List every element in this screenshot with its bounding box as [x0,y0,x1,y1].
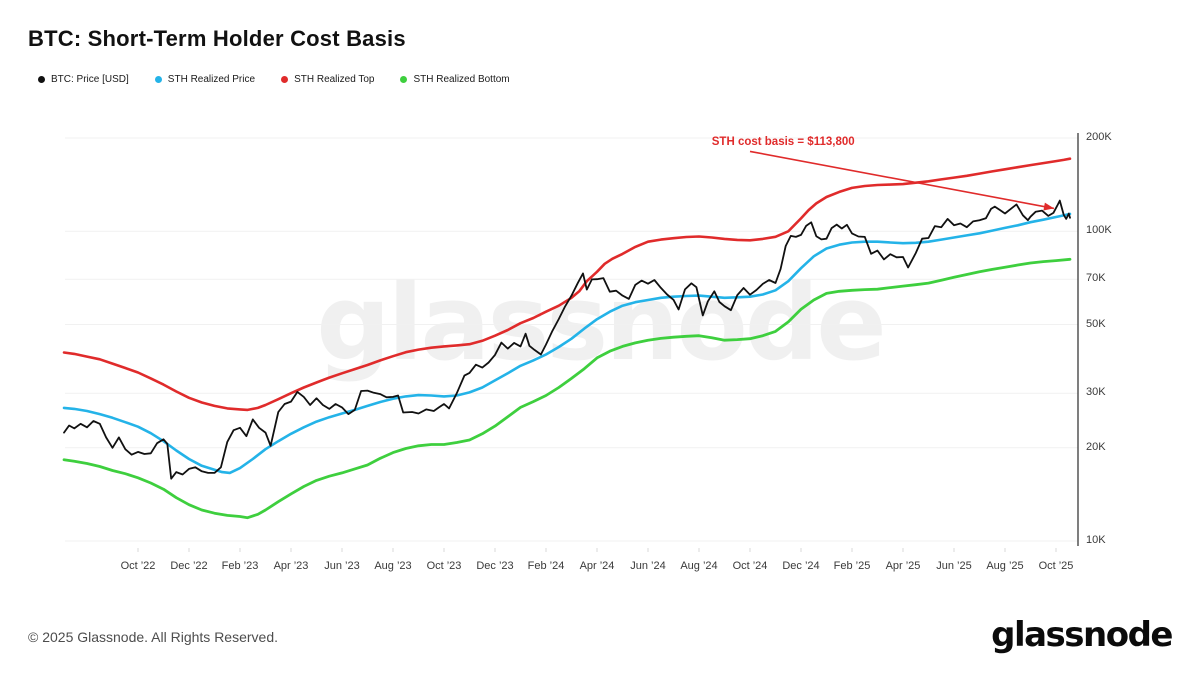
series-line-sth-realized-bottom [62,257,1072,520]
glassnode-logo: glassnode [991,615,1173,655]
annotation-sth-cost-basis: STH cost basis = $113,800 [711,135,855,148]
page-title: BTC: Short-Term Holder Cost Basis [28,26,406,51]
x-tick-label: Dec ’23 [476,560,514,572]
legend-label-sth-realized-bottom: STH Realized Bottom [413,74,510,85]
x-tick-label: Dec ’22 [170,560,208,572]
x-tick-label: Feb ’24 [527,560,565,572]
legend-item-btc-price: BTC: Price [USD] [38,74,129,85]
series-line-btc-price-usd- [63,199,1071,480]
legend-item-sth-realized-top: STH Realized Top [281,74,374,85]
legend-label-btc-price: BTC: Price [USD] [51,74,129,85]
footer-copyright: © 2025 Glassnode. All Rights Reserved. [28,629,279,645]
annotation-arrowhead-icon [1043,202,1054,211]
legend-dot-sth-realized-price-icon [154,76,162,83]
y-tick-label: 10K [1086,534,1106,547]
y-tick-label: 100K [1086,224,1112,237]
x-tick-label: Oct ’24 [732,560,768,572]
series-line-sth-realized-top [62,157,1072,412]
x-tick-label: Aug ’25 [986,560,1024,572]
x-tick-label: Aug ’23 [374,560,412,572]
y-tick-label: 50K [1086,317,1106,330]
x-tick-label: Dec ’24 [782,560,820,572]
legend-dot-sth-realized-bottom-icon [400,76,408,83]
x-tick-label: Oct ’23 [426,560,462,572]
x-tick-label: Feb ’25 [833,560,871,572]
x-tick-label: Jun ’23 [324,560,360,572]
x-tick-label: Oct ’22 [120,560,156,572]
x-tick-label: Feb ’23 [221,560,259,572]
y-tick-label: 70K [1086,272,1106,285]
x-tick-label: Oct ’25 [1038,560,1074,572]
x-tick-label: Jun ’25 [936,560,972,572]
x-tick-label: Apr ’24 [579,560,615,572]
series-line-sth-realized-price [62,212,1072,475]
annotation-arrow-line [749,150,1055,210]
legend-dot-sth-realized-top-icon [281,76,289,83]
legend-label-sth-realized-top: STH Realized Top [294,74,375,85]
x-tick-label: Apr ’23 [273,560,309,572]
chart-legend: BTC: Price [USD] STH Realized Price STH … [38,74,510,85]
y-tick-label: 20K [1086,440,1106,453]
x-tick-label: Jun ’24 [630,560,666,572]
legend-item-sth-realized-price: STH Realized Price [154,74,256,85]
y-tick-label: 200K [1086,131,1112,143]
legend-label-sth-realized-price: STH Realized Price [167,74,256,85]
legend-dot-btc-price-icon [38,76,45,83]
legend-item-sth-realized-bottom: STH Realized Bottom [400,74,510,85]
x-tick-label: Aug ’24 [680,560,718,572]
x-tick-label: Apr ’25 [885,560,921,572]
y-tick-label: 30K [1086,386,1106,399]
